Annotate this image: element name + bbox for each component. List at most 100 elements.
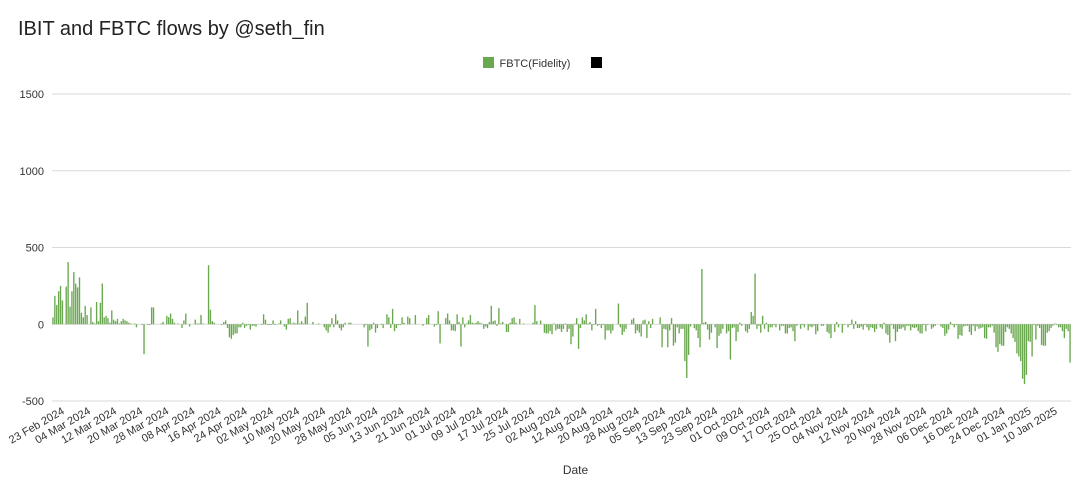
bar-fbtc (344, 322, 346, 325)
bar-fbtc (464, 324, 466, 328)
bar-fbtc (185, 313, 187, 325)
bar-fbtc (532, 322, 534, 325)
bar-fbtc (892, 324, 895, 329)
bar-fbtc (965, 324, 967, 326)
bar-fbtc (95, 301, 98, 325)
bar-fbtc (198, 323, 200, 325)
bar-fbtc (1023, 324, 1026, 385)
bar-fbtc (450, 324, 453, 331)
bar-fbtc (471, 322, 473, 325)
bar-fbtc (574, 323, 576, 325)
bar-fbtc (118, 323, 121, 325)
bar-fbtc (369, 324, 371, 331)
bar-fbtc (577, 324, 580, 349)
bar-fbtc (847, 324, 849, 328)
bar-fbtc (1025, 324, 1028, 375)
bar-fbtc (767, 324, 770, 332)
bar-fbtc (765, 322, 768, 325)
bar-fbtc (238, 324, 240, 328)
bar-fbtc (333, 324, 335, 328)
bar-fbtc (642, 320, 644, 325)
bar-fbtc (851, 319, 853, 325)
bar-fbtc (585, 314, 587, 325)
bar-fbtc (555, 324, 557, 331)
bar-fbtc (196, 323, 198, 325)
bar-fbtc (399, 324, 401, 326)
bar-fbtc (302, 323, 305, 325)
bar-fbtc (446, 313, 449, 325)
bar-fbtc (363, 324, 365, 328)
bar-fbtc (340, 324, 343, 331)
bar-fbtc (501, 321, 504, 325)
bar-fbtc (598, 324, 601, 326)
bar-fbtc (494, 320, 496, 325)
bar-fbtc (1044, 324, 1047, 346)
bar-fbtc (693, 324, 696, 329)
bar-fbtc (75, 283, 77, 325)
bar-fbtc (549, 324, 551, 332)
bar-fbtc (92, 321, 94, 325)
bar-fbtc (593, 324, 595, 326)
bar-fbtc (782, 324, 785, 326)
bar-fbtc (522, 323, 525, 325)
bar-fbtc (619, 324, 622, 328)
bar-fbtc (900, 324, 902, 329)
bar-fbtc (1046, 324, 1048, 333)
bar-fbtc (640, 324, 642, 337)
bar-fbtc (228, 324, 231, 338)
bar-fbtc (473, 323, 475, 325)
bar-fbtc (558, 324, 561, 329)
legend-swatch-ibit (591, 57, 603, 68)
bar-fbtc (435, 324, 437, 326)
bar-fbtc (687, 324, 690, 355)
bar-fbtc (407, 316, 409, 325)
bar-fbtc (414, 315, 417, 325)
bar-fbtc (858, 324, 861, 329)
bar-fbtc (90, 307, 92, 325)
bar-fbtc (500, 323, 502, 325)
bar-fbtc (162, 321, 164, 325)
bar-fbtc (475, 322, 477, 325)
bar-fbtc (968, 324, 971, 332)
bar-fbtc (923, 324, 925, 326)
bar-fbtc (298, 323, 301, 325)
bar-fbtc (465, 323, 468, 325)
bar-fbtc (870, 324, 872, 328)
bar-fbtc (1001, 324, 1003, 346)
bar-fbtc (1065, 324, 1067, 329)
bar-fbtc (875, 324, 878, 329)
bar-fbtc (243, 324, 246, 329)
bar-fbtc (437, 311, 439, 325)
bar-fbtc (1061, 324, 1064, 332)
bar-fbtc (372, 322, 375, 325)
bar-fbtc (600, 324, 603, 329)
bar-fbtc (251, 324, 253, 326)
bar-fbtc (1063, 324, 1066, 339)
bar-fbtc (780, 324, 783, 326)
bar-fbtc (1006, 324, 1009, 328)
bar-fbtc (536, 321, 538, 325)
y-tick-label: 0 (38, 319, 44, 331)
bar-fbtc (426, 318, 428, 325)
bar-fbtc (889, 324, 891, 343)
bar-fbtc (849, 324, 851, 326)
bar-fbtc (1020, 324, 1022, 362)
bar-fbtc (401, 317, 403, 325)
bar-fbtc (989, 324, 992, 328)
bar-fbtc (105, 315, 107, 325)
bar-fbtc (403, 322, 405, 325)
bar-fbtc (661, 324, 663, 348)
bar-fbtc (469, 315, 472, 325)
bar-fbtc (498, 308, 500, 325)
bar-fbtc (202, 323, 204, 325)
bar-fbtc (961, 324, 963, 336)
bar-fbtc (133, 323, 136, 325)
bar-fbtc (224, 320, 227, 325)
bar-fbtc (775, 324, 777, 328)
bar-fbtc (890, 324, 893, 326)
bar-fbtc (670, 318, 673, 325)
bar-fbtc (312, 321, 314, 325)
bar-fbtc (409, 318, 411, 325)
bar-fbtc (390, 324, 392, 329)
